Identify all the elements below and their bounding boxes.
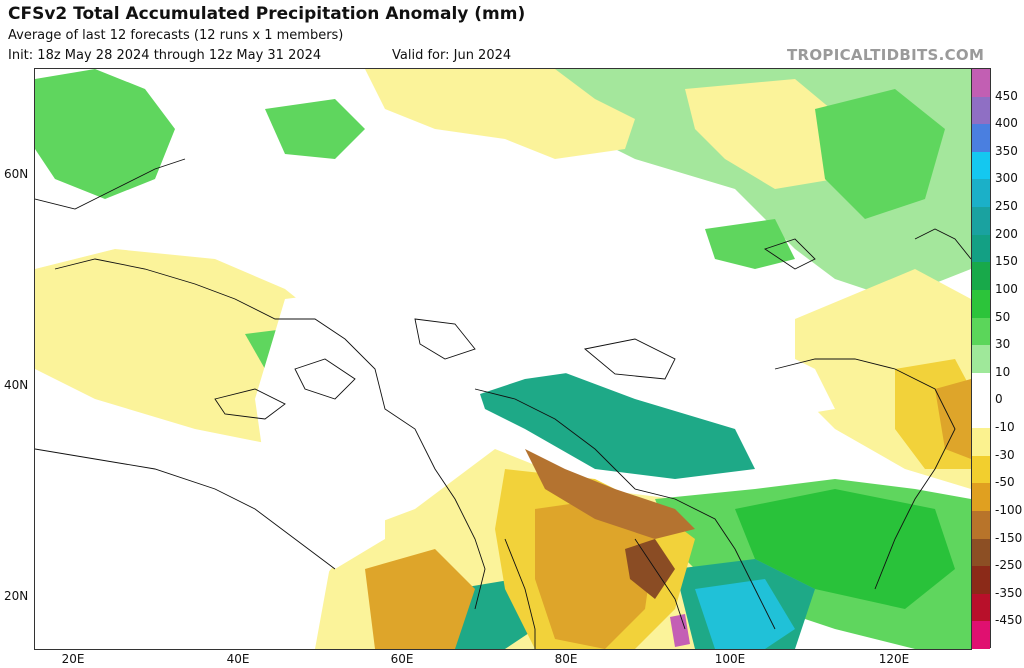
lon-label-40e: 40E bbox=[226, 652, 250, 666]
anomaly-region-magenta-bay bbox=[670, 614, 690, 647]
lat-label-40n: 40N bbox=[4, 378, 29, 392]
colorbar-segment bbox=[972, 345, 990, 374]
colorbar-tick-label: 450 bbox=[995, 88, 1018, 103]
colorbar-segment bbox=[972, 372, 990, 401]
lon-label-80e: 80E bbox=[554, 652, 578, 666]
precip-anomaly-map bbox=[35, 69, 971, 649]
anomaly-region-green-scandinavia bbox=[35, 69, 175, 199]
colorbar-segment bbox=[972, 566, 990, 595]
colorbar-tick-label: -350 bbox=[995, 585, 1023, 600]
brand-watermark: TROPICALTIDBITS.COM bbox=[787, 46, 985, 64]
map-panel bbox=[34, 68, 972, 650]
lat-label-60n: 60N bbox=[4, 167, 29, 181]
anomaly-region-teal-tibet bbox=[475, 369, 755, 479]
anomaly-region-darkgreen-southchina bbox=[735, 489, 955, 609]
colorbar-segment bbox=[972, 400, 990, 429]
coastlines bbox=[35, 158, 971, 649]
colorbar-tick-label: -150 bbox=[995, 530, 1023, 545]
colorbar-segment bbox=[972, 428, 990, 457]
anomaly-region-orange-japan bbox=[935, 379, 971, 459]
anomaly-region-cyan-indochina bbox=[695, 579, 795, 649]
colorbar-tick-label: 400 bbox=[995, 116, 1018, 131]
colorbar-tick-label: 250 bbox=[995, 199, 1018, 214]
anomaly-region-lightyellow-north bbox=[365, 69, 635, 159]
lon-label-60e: 60E bbox=[390, 652, 414, 666]
colorbar-segment bbox=[972, 621, 990, 650]
lat-label-20n: 20N bbox=[4, 589, 29, 603]
anomaly-region-green-siberia bbox=[815, 89, 945, 219]
valid-time: Valid for: Jun 2024 bbox=[392, 48, 512, 63]
colorbar-tick-label: 0 bbox=[995, 392, 1003, 407]
colorbar-tick-label: 300 bbox=[995, 171, 1018, 186]
colorbar-segment bbox=[972, 538, 990, 567]
lon-label-20e: 20E bbox=[61, 652, 85, 666]
colorbar-segment bbox=[972, 317, 990, 346]
colorbar-tick-label: -250 bbox=[995, 558, 1023, 573]
colorbar-tick-label: -50 bbox=[995, 475, 1015, 490]
colorbar-tick-label: 10 bbox=[995, 364, 1011, 379]
map-title: CFSv2 Total Accumulated Precipitation An… bbox=[8, 4, 526, 24]
colorbar-segment bbox=[972, 510, 990, 539]
colorbar-tick-label: 100 bbox=[995, 281, 1018, 296]
colorbar-segment bbox=[972, 455, 990, 484]
anomaly-region-brown-himalaya bbox=[525, 449, 695, 539]
colorbar-tick-label: -100 bbox=[995, 502, 1023, 517]
anomaly-region-neutral-arabia bbox=[115, 449, 355, 609]
colorbar-segment bbox=[972, 207, 990, 236]
colorbar-segment bbox=[972, 151, 990, 180]
colorbar-tick-label: 200 bbox=[995, 226, 1018, 241]
colorbar-tick-label: 150 bbox=[995, 254, 1018, 269]
anomaly-region-green-central bbox=[705, 219, 795, 269]
colorbar-segment bbox=[972, 262, 990, 291]
anomaly-region-neutral-central-asia bbox=[255, 269, 835, 569]
anomaly-region-green-russia bbox=[265, 99, 365, 159]
colorbar-segment bbox=[972, 179, 990, 208]
map-subtitle: Average of last 12 forecasts (12 runs x … bbox=[8, 28, 344, 43]
colorbar-tick-label: -30 bbox=[995, 447, 1015, 462]
colorbar-tick-label: 350 bbox=[995, 143, 1018, 158]
colorbar-tick-label: 30 bbox=[995, 337, 1011, 352]
colorbar-segment bbox=[972, 69, 990, 98]
anomaly-region-darkbrown-bengal bbox=[625, 539, 675, 599]
lon-label-120e: 120E bbox=[878, 652, 910, 666]
colorbar-tick-label: -10 bbox=[995, 420, 1015, 435]
colorbar-segment bbox=[972, 289, 990, 319]
anomaly-region-lightyellow-northeast bbox=[685, 79, 855, 189]
colorbar-segment bbox=[972, 96, 990, 125]
anomaly-region-orange-india bbox=[535, 499, 655, 649]
colorbar-segment bbox=[972, 124, 990, 153]
colorbar-segment bbox=[972, 593, 990, 622]
colorbar-tick-label: -450 bbox=[995, 613, 1023, 628]
init-time: Init: 18z May 28 2024 through 12z May 31… bbox=[8, 48, 322, 63]
lon-label-100e: 100E bbox=[714, 652, 746, 666]
colorbar-tick-label: 50 bbox=[995, 309, 1011, 324]
colorbar bbox=[971, 68, 991, 650]
colorbar-segment bbox=[972, 483, 990, 512]
colorbar-segment bbox=[972, 234, 990, 263]
anomaly-region-orange-arabiansea bbox=[365, 549, 475, 649]
